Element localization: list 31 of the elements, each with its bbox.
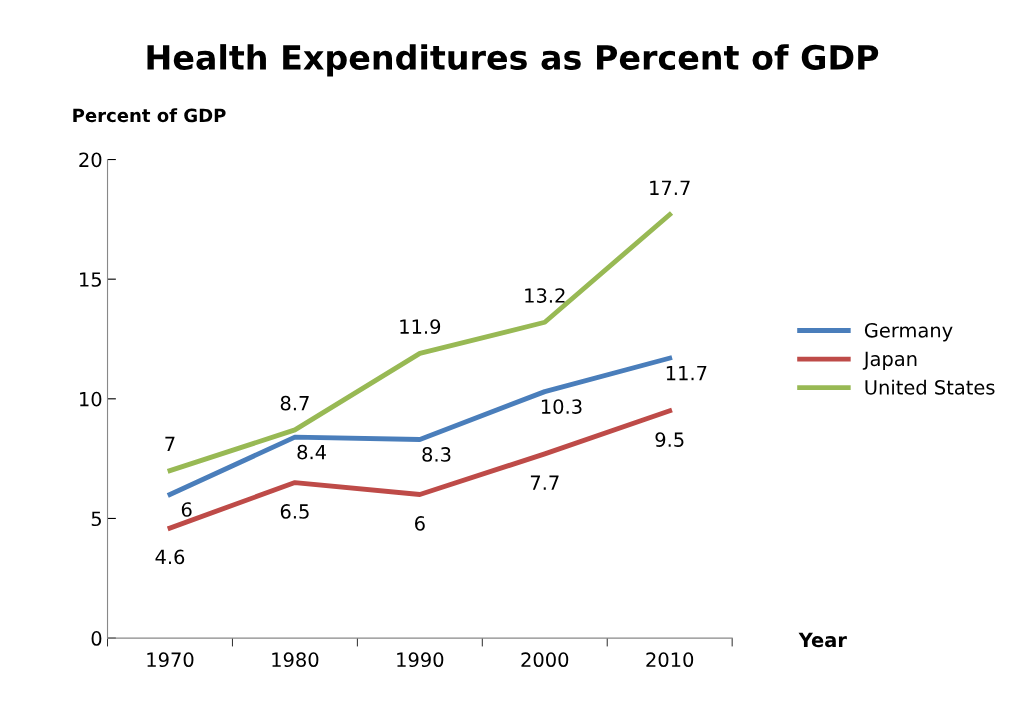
- legend-label: Germany: [864, 322, 953, 342]
- legend-label: United States: [865, 379, 995, 395]
- data-label: 8.3: [422, 447, 451, 462]
- y-tick-label: 5: [91, 511, 101, 527]
- y-tick-label: 20: [79, 152, 102, 168]
- data-label: 10.3: [541, 399, 582, 414]
- data-label: 9.5: [655, 432, 684, 447]
- legend-label: Japan: [862, 351, 917, 370]
- data-label: 6: [415, 516, 425, 531]
- data-label: 7: [165, 436, 175, 451]
- y-tick-label: 15: [80, 272, 101, 287]
- y-tick-label: 0: [91, 631, 102, 646]
- data-label: 13.2: [525, 288, 565, 303]
- x-tick-label: 2010: [646, 652, 694, 668]
- x-tick-label: 1990: [397, 652, 444, 668]
- x-tick-label: 1980: [272, 652, 319, 668]
- data-label: 6.5: [280, 504, 309, 519]
- data-label: 11.9: [400, 319, 441, 334]
- data-label: 17.7: [650, 180, 690, 195]
- y-axis-title: Percent of GDP: [73, 108, 226, 123]
- x-tick-label: 1970: [147, 652, 194, 668]
- data-label: 8.7: [280, 395, 309, 411]
- data-label: 7.7: [530, 475, 559, 490]
- data-label: 4.6: [155, 549, 185, 565]
- data-label: 8.4: [297, 444, 326, 460]
- x-axis-title: Year: [798, 632, 847, 648]
- data-label: 6: [181, 502, 192, 517]
- data-label: 11.7: [666, 365, 707, 381]
- x-tick-label: 2000: [521, 652, 569, 668]
- chart-title: Health Expenditures as Percent of GDP: [147, 44, 879, 77]
- y-tick-label: 10: [80, 391, 102, 407]
